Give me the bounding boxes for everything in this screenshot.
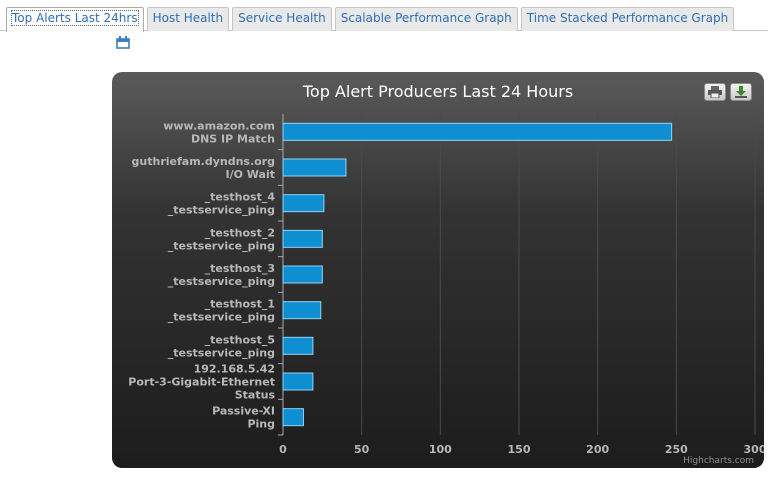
tab-list: Top Alerts Last 24hrs Host Health Service … — [6, 7, 737, 32]
bar[interactable] — [282, 408, 304, 427]
category-label: _testservice_ping — [168, 346, 275, 359]
export-button[interactable] — [730, 83, 752, 101]
bar-chart-svg: Top Alert Producers Last 24 Hours 0 50 100 1… — [128, 82, 764, 456]
category-label: _testhost_3 — [205, 262, 275, 275]
chart-credit[interactable]: Highcharts.com — [683, 456, 754, 466]
print-button[interactable] — [704, 83, 726, 101]
category-label: www.amazon.com — [163, 119, 275, 132]
category-label: Port-3-Gigabit-Ethernet — [128, 376, 275, 389]
bar[interactable] — [282, 194, 325, 213]
category-label: guthriefam.dyndns.org — [132, 155, 275, 168]
bar[interactable] — [282, 372, 314, 391]
tab-label: Host Health — [152, 11, 224, 25]
category-label: Passive-XI — [212, 405, 275, 418]
print-icon — [708, 86, 722, 98]
category-label: _testhost_4 — [205, 191, 276, 204]
tab-service-health[interactable]: Service Health — [232, 7, 332, 31]
chart-title: Top Alert Producers Last 24 Hours — [302, 82, 573, 101]
x-tick-label: 250 — [665, 443, 688, 456]
tab-label: Service Health — [238, 11, 326, 25]
tab-label: Scalable Performance Graph — [340, 11, 512, 25]
tab-bar: Top Alerts Last 24hrs Host Health Service … — [0, 0, 768, 32]
x-tick-label: 200 — [586, 443, 609, 456]
calendar-icon[interactable] — [116, 36, 130, 49]
bar[interactable] — [282, 301, 322, 320]
tab-scalable-performance-graph[interactable]: Scalable Performance Graph — [334, 7, 518, 31]
top-alert-producers-chart: Top Alert Producers Last 24 Hours 0 50 100 1… — [112, 72, 764, 468]
tab-top-alerts-last-24hrs[interactable]: Top Alerts Last 24hrs — [6, 7, 144, 32]
category-label: 192.168.5.42 — [194, 363, 275, 376]
category-label: Ping — [247, 418, 275, 431]
category-label: I/O Wait — [226, 168, 275, 181]
tab-host-health[interactable]: Host Health — [146, 7, 230, 31]
category-label: _testservice_ping — [168, 239, 275, 252]
bar[interactable] — [282, 265, 323, 284]
category-label: _testservice_ping — [168, 275, 275, 288]
x-tick-label: 300 — [744, 443, 764, 456]
bar[interactable] — [282, 122, 673, 141]
tab-time-stacked-performance-graph[interactable]: Time Stacked Performance Graph — [520, 7, 735, 31]
category-label: DNS IP Match — [191, 132, 275, 145]
x-tick-label: 0 — [279, 443, 287, 456]
tab-label: Time Stacked Performance Graph — [526, 11, 729, 25]
x-tick-label: 150 — [508, 443, 531, 456]
category-label: _testhost_1 — [205, 298, 275, 311]
bar[interactable] — [282, 158, 347, 177]
x-tick-label: 100 — [429, 443, 452, 456]
category-label: _testhost_2 — [205, 226, 275, 239]
category-label: _testservice_ping — [168, 204, 275, 217]
x-tick-label: 50 — [354, 443, 370, 456]
category-label: Status — [235, 389, 276, 402]
bar[interactable] — [282, 336, 314, 355]
download-icon — [735, 86, 747, 98]
category-label: _testhost_5 — [205, 333, 275, 346]
category-label: _testservice_ping — [168, 311, 275, 324]
tab-label: Top Alerts Last 24hrs — [11, 10, 139, 26]
bar[interactable] — [282, 229, 323, 248]
